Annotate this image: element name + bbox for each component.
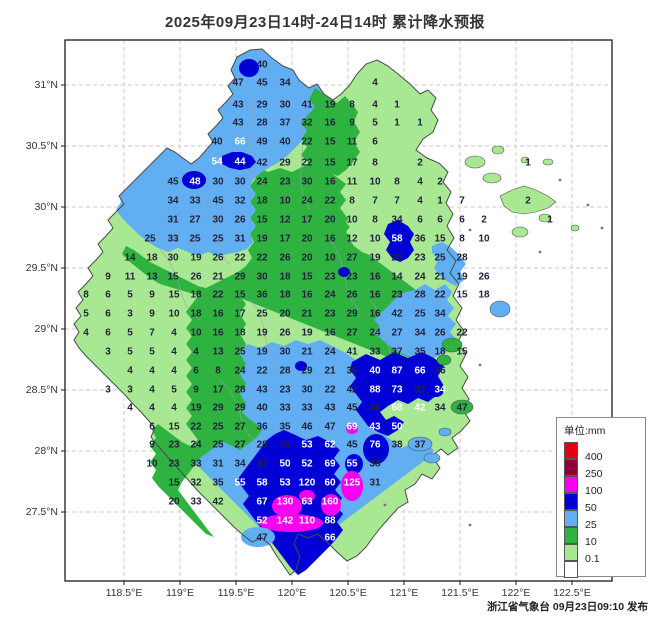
legend-label: 250 <box>585 468 603 480</box>
region-lightblue-coast-upper <box>432 242 466 286</box>
legend-swatch <box>564 527 578 544</box>
legend-row: 50 <box>564 493 645 514</box>
legend: 单位:mm 400 250 100 50 25 10 0.1 <box>556 417 646 578</box>
region-lightgreen-pocket <box>346 186 392 256</box>
legend-row: 100 <box>564 476 645 497</box>
x-tick-label: 120°E <box>277 587 307 599</box>
region-lightblue-north <box>116 49 324 256</box>
county-borders <box>159 89 401 486</box>
islands <box>383 145 604 527</box>
y-tick-label: 31°N <box>34 79 58 91</box>
page-title: 2025年09月23日14时-24日14时 累计降水预报 <box>165 14 485 31</box>
x-tick-label: 121.5°E <box>441 587 479 599</box>
legend-swatch <box>564 476 578 493</box>
legend-label: 0.1 <box>585 553 600 565</box>
region-green-central <box>122 160 448 358</box>
legend-swatch <box>564 544 578 561</box>
legend-swatch <box>564 561 578 578</box>
y-tick-label: 28.5°N <box>25 384 58 396</box>
legend-label: 100 <box>585 485 603 497</box>
region-lightblue-coast-mid <box>374 284 457 358</box>
province-outline <box>73 48 471 576</box>
legend-scale: 400 250 100 50 25 10 0.1 <box>564 442 645 578</box>
y-tick-label: 27.5°N <box>25 506 58 518</box>
plot-frame <box>61 39 613 585</box>
legend-row: 400 <box>564 442 645 463</box>
x-tick-label: 122°E <box>501 587 531 599</box>
legend-row: 25 <box>564 510 645 531</box>
legend-row <box>564 561 645 578</box>
legend-label: 50 <box>585 502 597 514</box>
x-tick-label: 120.5°E <box>329 587 367 599</box>
y-tick-label: 30.5°N <box>25 140 58 152</box>
legend-title: 单位:mm <box>564 425 606 437</box>
region-green-northeast <box>301 88 360 176</box>
legend-swatch <box>564 493 578 510</box>
y-tick-label: 30°N <box>34 201 58 213</box>
region-green-southwest <box>150 288 262 537</box>
x-tick-label: 122.5°E <box>553 587 591 599</box>
legend-label: 25 <box>585 519 597 531</box>
x-tick-label: 119.5°E <box>217 587 255 599</box>
x-tick-label: 119°E <box>166 587 194 599</box>
legend-row: 10 <box>564 527 645 548</box>
y-tick-label: 29.5°N <box>25 262 58 274</box>
y-tick-label: 28°N <box>34 445 58 457</box>
x-tick-label: 118.5°E <box>105 587 143 599</box>
legend-label: 400 <box>585 451 603 463</box>
legend-row: 250 <box>564 459 645 480</box>
region-magenta-cells <box>259 424 363 532</box>
legend-label: 10 <box>585 536 597 548</box>
legend-row: 0.1 <box>564 544 645 565</box>
x-tick-label: 121°E <box>389 587 419 599</box>
legend-swatch <box>564 459 578 476</box>
legend-swatch <box>564 510 578 527</box>
y-tick-label: 29°N <box>34 323 58 335</box>
publisher-note: 浙江省气象台 09月23日09:10 发布 <box>486 601 648 613</box>
legend-swatch <box>564 442 578 459</box>
